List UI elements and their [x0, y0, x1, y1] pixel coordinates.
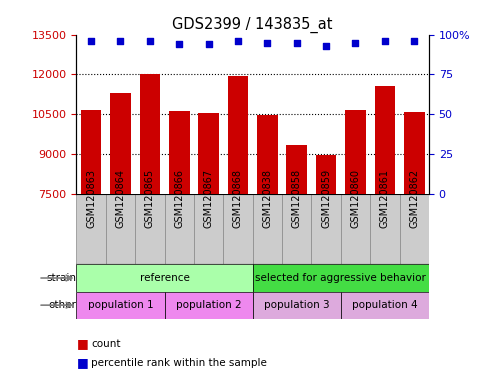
Text: GSM120859: GSM120859 [321, 169, 331, 228]
Text: population 4: population 4 [352, 300, 418, 310]
Text: ■: ■ [76, 356, 88, 369]
Bar [135, 194, 165, 265]
Bar [110, 93, 131, 194]
Text: population 3: population 3 [264, 300, 329, 310]
Text: population 2: population 2 [176, 300, 242, 310]
Text: population 1: population 1 [88, 300, 153, 310]
Point [322, 43, 330, 49]
Bar [76, 291, 165, 319]
Bar [370, 194, 399, 265]
Bar [404, 112, 424, 194]
Point [352, 40, 359, 46]
Bar [194, 194, 223, 265]
Bar [286, 145, 307, 194]
Title: GDS2399 / 143835_at: GDS2399 / 143835_at [173, 17, 333, 33]
Text: GSM120858: GSM120858 [292, 169, 302, 228]
Bar [252, 265, 429, 291]
Bar [316, 155, 336, 194]
Bar [106, 194, 135, 265]
Point [410, 38, 418, 44]
Text: GSM120863: GSM120863 [86, 169, 96, 228]
Text: GSM120860: GSM120860 [351, 169, 360, 228]
Text: GSM120861: GSM120861 [380, 169, 390, 228]
Text: percentile rank within the sample: percentile rank within the sample [91, 358, 267, 368]
Text: selected for aggressive behavior: selected for aggressive behavior [255, 273, 426, 283]
Text: GSM120866: GSM120866 [174, 169, 184, 228]
Text: GSM120868: GSM120868 [233, 169, 243, 228]
Point [381, 38, 389, 44]
Point [234, 38, 242, 44]
Bar [341, 291, 429, 319]
Point [87, 38, 95, 44]
Bar [81, 110, 102, 194]
Bar [76, 194, 106, 265]
Text: GSM120865: GSM120865 [145, 169, 155, 228]
Point [293, 40, 301, 46]
Bar [257, 116, 278, 194]
Point [176, 41, 183, 47]
Bar [228, 76, 248, 194]
Bar [252, 291, 341, 319]
Bar [312, 194, 341, 265]
Text: GSM120867: GSM120867 [204, 169, 213, 228]
Point [146, 38, 154, 44]
Text: GSM120864: GSM120864 [115, 169, 126, 228]
Bar [165, 291, 252, 319]
Text: GSM120862: GSM120862 [409, 169, 419, 228]
Text: count: count [91, 339, 121, 349]
Bar [76, 265, 253, 291]
Bar [140, 74, 160, 194]
Text: other: other [48, 300, 76, 310]
Text: ■: ■ [76, 337, 88, 350]
Text: strain: strain [46, 273, 76, 283]
Bar [399, 194, 429, 265]
Point [263, 40, 271, 46]
Text: GSM120838: GSM120838 [262, 169, 272, 228]
Bar [169, 111, 189, 194]
Bar [345, 110, 366, 194]
Bar [282, 194, 312, 265]
Text: reference: reference [140, 273, 189, 283]
Bar [198, 113, 219, 194]
Bar [252, 194, 282, 265]
Bar [375, 86, 395, 194]
Point [205, 41, 212, 47]
Bar [223, 194, 253, 265]
Bar [165, 194, 194, 265]
Bar [341, 194, 370, 265]
Point [116, 38, 124, 44]
